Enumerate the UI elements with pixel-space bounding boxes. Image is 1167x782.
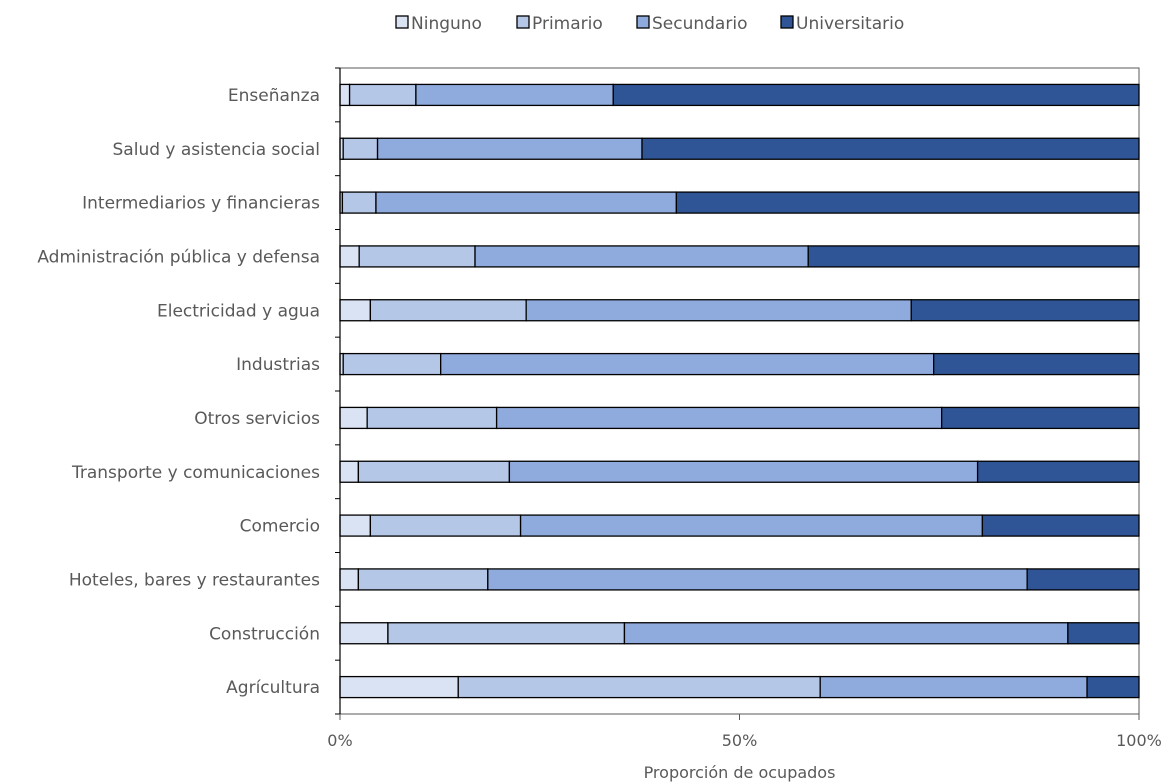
- x-axis: 0% 50% 100%: [327, 714, 1162, 750]
- bar-primario-hoteles-bares-y-restaurantes: [357, 568, 489, 591]
- bars: [339, 83, 1140, 699]
- bar-secundario-transporte-y-comunicaciones: [508, 460, 979, 483]
- plot-frame: [339, 67, 1140, 715]
- bar-ninguno-hoteles-bares-y-restaurantes: [339, 568, 360, 591]
- bar-ninguno-ensenanza: [339, 83, 351, 107]
- y-tick-label-electricidad-y-agua: Electricidad y agua: [157, 301, 320, 321]
- bar-primario-agricultura: [457, 675, 821, 699]
- bar-primario-administracion-publica-y-defensa: [358, 245, 476, 268]
- y-tick-label-salud-y-asistencia-social: Salud y asistencia social: [113, 140, 320, 160]
- bar-secundario-hoteles-bares-y-restaurantes: [487, 568, 1028, 591]
- bar-universitario-agricultura: [1086, 675, 1140, 699]
- bar-universitario-construccion: [1067, 622, 1140, 645]
- bar-universitario-administracion-publica-y-defensa: [807, 245, 1140, 268]
- legend-swatch-secundario: [636, 15, 650, 29]
- legend-label-universitario: Universitario: [796, 14, 904, 34]
- bar-primario-transporte-y-comunicaciones: [357, 460, 511, 483]
- bar-universitario-ensenanza: [612, 83, 1140, 107]
- bar-universitario-salud-y-asistencia-social: [641, 137, 1140, 160]
- y-tick-label-construccion: Construcción: [209, 624, 320, 644]
- bar-secundario-administracion-publica-y-defensa: [474, 245, 809, 268]
- bar-universitario-intermediarios-y-financieras: [675, 191, 1140, 214]
- x-axis-title: Proporción de ocupados: [644, 763, 836, 782]
- bar-secundario-ensenanza: [415, 83, 614, 107]
- bar-universitario-comercio: [981, 514, 1140, 537]
- bar-secundario-electricidad-y-agua: [525, 299, 912, 322]
- legend-swatch-ninguno: [395, 15, 409, 29]
- bar-ninguno-construccion: [339, 622, 389, 645]
- y-tick-label-hoteles-bares-y-restaurantes: Hoteles, bares y restaurantes: [69, 570, 320, 590]
- bar-primario-otros-servicios: [366, 406, 498, 430]
- bar-ninguno-administracion-publica-y-defensa: [339, 245, 360, 268]
- legend-label-ninguno: Ninguno: [411, 14, 482, 34]
- bar-secundario-agricultura: [819, 675, 1088, 699]
- y-tick-label-otros-servicios: Otros servicios: [194, 409, 320, 429]
- y-tick-label-transporte-y-comunicaciones: Transporte y comunicaciones: [71, 463, 320, 483]
- bar-secundario-construccion: [623, 622, 1069, 645]
- y-axis: Enseñanza Salud y asistencia social Interm…: [37, 67, 341, 715]
- bar-primario-electricidad-y-agua: [369, 299, 527, 322]
- bar-primario-intermediarios-y-financieras: [341, 191, 377, 214]
- legend-swatch-universitario: [780, 15, 794, 29]
- bar-universitario-hoteles-bares-y-restaurantes: [1026, 568, 1140, 591]
- bar-universitario-otros-servicios: [940, 406, 1140, 430]
- y-tick-label-ensenanza: Enseñanza: [228, 86, 320, 106]
- bar-primario-construccion: [387, 622, 626, 645]
- y-tick-label-agricultura: Agrícultura: [226, 678, 320, 698]
- bar-primario-industrias: [342, 352, 442, 376]
- bar-secundario-otros-servicios: [495, 406, 943, 430]
- y-tick-label-administracion-publica-y-defensa: Administración pública y defensa: [37, 247, 320, 267]
- x-tick-label-1: 50%: [722, 731, 758, 750]
- bar-secundario-salud-y-asistencia-social: [376, 137, 643, 160]
- bar-universitario-electricidad-y-agua: [910, 299, 1140, 322]
- bar-primario-salud-y-asistencia-social: [342, 137, 379, 160]
- bar-primario-comercio: [369, 514, 522, 537]
- legend: Ninguno Primario Secundario Universitario: [395, 14, 904, 34]
- y-tick-label-industrias: Industrias: [236, 355, 320, 375]
- y-tick-label-comercio: Comercio: [240, 517, 320, 537]
- bar-ninguno-agricultura: [339, 675, 459, 699]
- legend-swatch-primario: [516, 15, 530, 29]
- bar-ninguno-comercio: [339, 514, 372, 537]
- bar-ninguno-electricidad-y-agua: [339, 299, 372, 322]
- y-tick-label-intermediarios-y-financieras: Intermediarios y financieras: [82, 194, 320, 214]
- x-tick-label-0: 0%: [327, 731, 352, 750]
- legend-label-secundario: Secundario: [652, 14, 747, 34]
- bar-secundario-comercio: [519, 514, 984, 537]
- bar-ninguno-transporte-y-comunicaciones: [339, 460, 360, 483]
- bar-universitario-industrias: [933, 352, 1140, 376]
- bar-primario-ensenanza: [348, 83, 417, 107]
- bar-universitario-transporte-y-comunicaciones: [976, 460, 1140, 483]
- bar-ninguno-otros-servicios: [339, 406, 368, 430]
- bar-secundario-industrias: [440, 352, 935, 376]
- bar-secundario-intermediarios-y-financieras: [375, 191, 678, 214]
- x-tick-label-2: 100%: [1116, 731, 1162, 750]
- legend-label-primario: Primario: [532, 14, 603, 34]
